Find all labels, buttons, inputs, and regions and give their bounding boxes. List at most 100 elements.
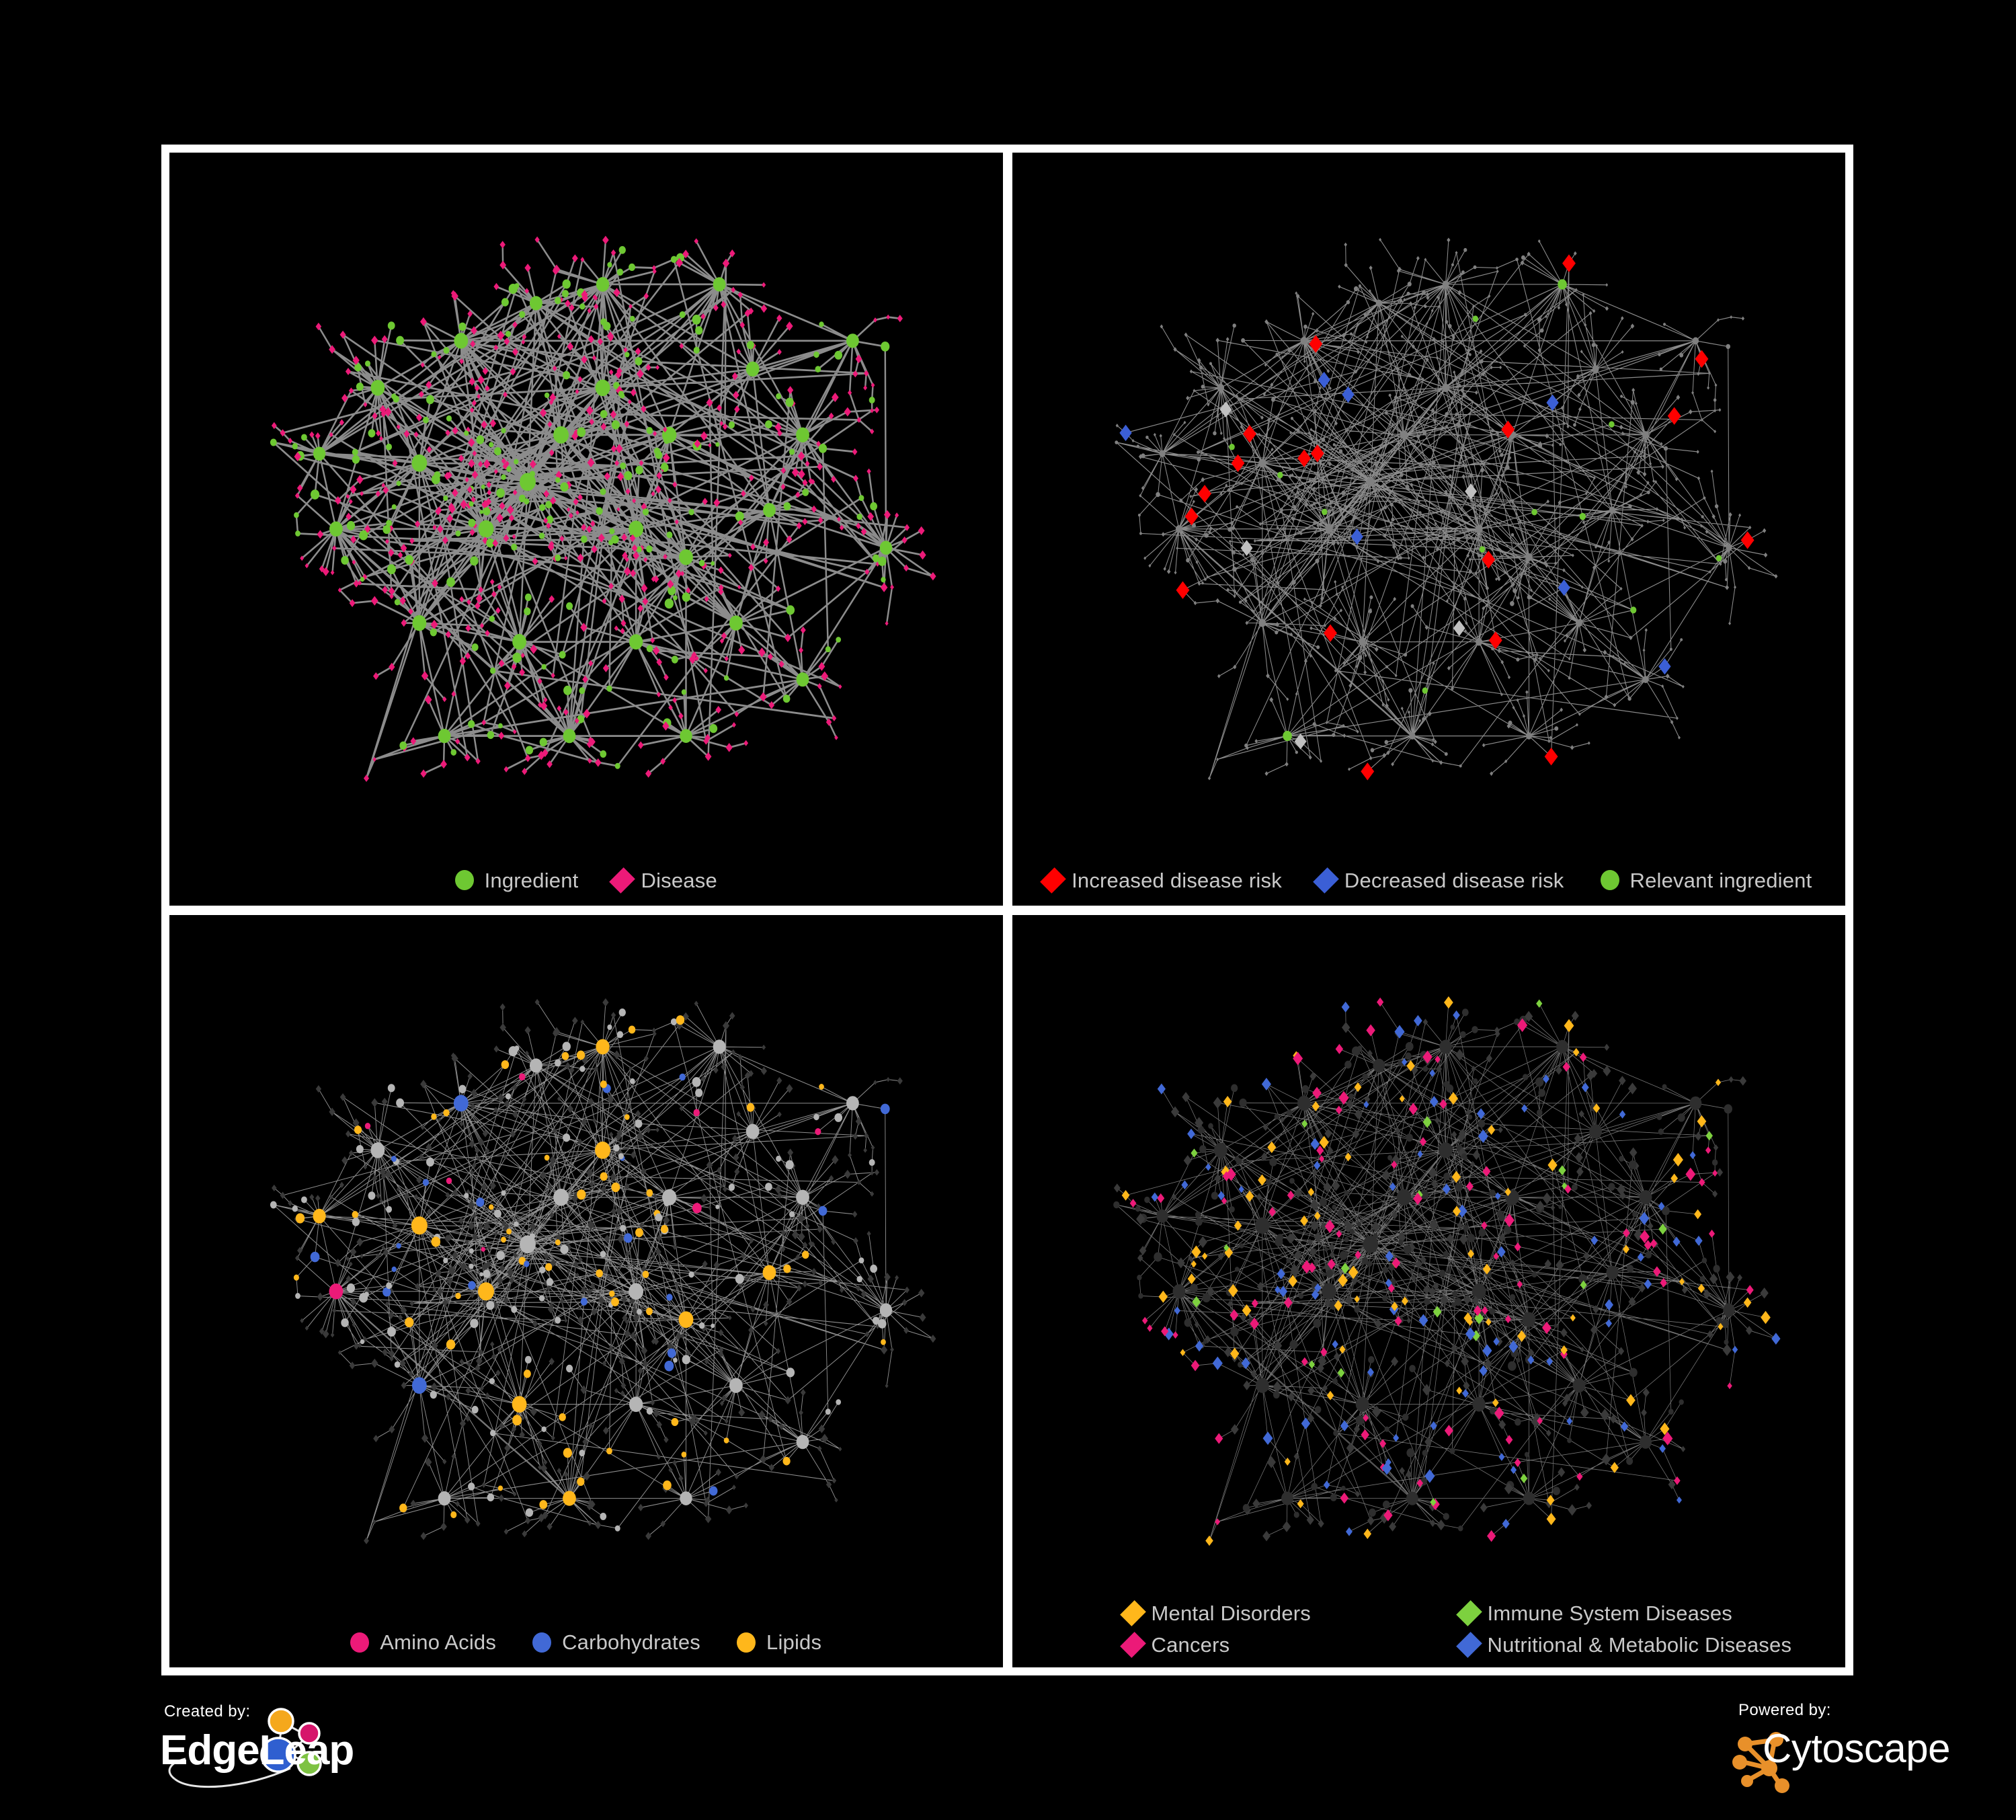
legend-item-immune-system-diseases[interactable]: Immune System Diseases: [1455, 1600, 1750, 1626]
network-node: [1452, 584, 1455, 588]
network-node: [503, 1099, 510, 1107]
network-node: [1323, 624, 1337, 642]
legend-item-ingredient[interactable]: Ingredient: [454, 870, 579, 891]
network-node: [470, 1318, 479, 1328]
network-node: [1732, 1345, 1738, 1353]
network-node: [1505, 465, 1509, 469]
network-node: [624, 1318, 629, 1324]
network-node: [1700, 418, 1703, 422]
network-node: [802, 1280, 808, 1288]
network-node: [881, 1339, 886, 1345]
network-node: [1373, 472, 1377, 476]
network-node: [391, 1155, 397, 1162]
legend-item-nutritional-metabolic-diseases[interactable]: Nutritional & Metabolic Diseases: [1455, 1632, 1791, 1658]
network-node: [1318, 1154, 1324, 1162]
network-node: [881, 576, 886, 583]
network-node: [762, 1265, 776, 1280]
legend-item-lipids[interactable]: Lipids: [737, 1632, 821, 1653]
network-node: [1381, 1461, 1392, 1475]
network-node: [1591, 343, 1595, 348]
network-node: [763, 557, 768, 564]
network-node: [642, 597, 649, 606]
network-node: [1287, 1190, 1294, 1200]
network-node: [1410, 508, 1413, 512]
network-node: [874, 1169, 879, 1176]
network-node: [616, 1206, 623, 1216]
network-node: [1553, 1323, 1558, 1328]
network-node: [1558, 500, 1562, 506]
network-node: [1563, 639, 1566, 643]
network-node: [405, 555, 414, 565]
network-node: [493, 1230, 498, 1236]
powered-by-block[interactable]: Powered by: Cytoscape: [1677, 1701, 1950, 1795]
network-node: [1344, 1152, 1351, 1161]
panel-disease-class-network[interactable]: Mental Disorders Immune System Diseases …: [1012, 914, 1845, 1667]
network-node: [1471, 1283, 1486, 1299]
panel-ingredient-class-network[interactable]: Amino Acids Carbohydrates Lipids: [169, 914, 1003, 1667]
panel-ingredient-disease-network[interactable]: Ingredient Disease: [169, 153, 1003, 906]
network-node: [1330, 1493, 1337, 1501]
network-node: [1434, 1116, 1440, 1124]
network-node: [450, 749, 457, 756]
network-node: [1468, 473, 1473, 478]
network-node: [555, 554, 561, 561]
network-node: [496, 513, 503, 523]
network-node: [1367, 1261, 1372, 1267]
network-node: [1574, 1152, 1583, 1163]
network-node: [1578, 407, 1582, 411]
legend-item-carbohydrates[interactable]: Carbohydrates: [532, 1632, 700, 1653]
network-node: [610, 1172, 616, 1181]
network-node: [339, 1181, 344, 1188]
network-node: [646, 545, 653, 553]
legend-item-disease[interactable]: Disease: [609, 867, 717, 894]
network-node: [477, 1138, 485, 1147]
network-node: [1334, 669, 1337, 672]
network-node: [678, 1474, 684, 1482]
network-node: [1264, 771, 1268, 776]
network-node: [713, 304, 719, 312]
network-node: [1227, 1300, 1233, 1307]
network-node: [386, 1205, 393, 1213]
legend-item-decreased-risk[interactable]: Decreased disease risk: [1313, 867, 1564, 894]
legend-item-cancers[interactable]: Cancers: [1119, 1632, 1414, 1658]
network-node: [512, 1296, 516, 1302]
network-node: [485, 1392, 490, 1398]
network-node: [613, 1050, 620, 1060]
network-node: [1454, 251, 1458, 255]
network-node: [682, 1012, 689, 1021]
legend-item-amino-acids[interactable]: Amino Acids: [350, 1632, 496, 1653]
network-node: [371, 335, 378, 346]
network-node: [1223, 1095, 1232, 1107]
network-node: [1160, 324, 1163, 329]
network-node: [1348, 1265, 1359, 1279]
network-node: [486, 538, 495, 548]
network-node: [1191, 1359, 1199, 1371]
network-node: [616, 1030, 624, 1038]
legend-item-relevant-ingredient[interactable]: Relevant ingredient: [1600, 870, 1812, 891]
network-node: [1191, 1296, 1201, 1308]
network-node: [1141, 485, 1144, 491]
network-node: [1352, 1129, 1359, 1139]
network-node: [1312, 502, 1316, 506]
network-node: [1256, 1281, 1264, 1291]
network-node: [1496, 648, 1501, 654]
network-node: [1539, 328, 1544, 333]
network-node: [469, 407, 475, 413]
network-node: [588, 1097, 594, 1105]
network-node: [832, 1154, 839, 1164]
network-node: [1679, 638, 1683, 641]
network-node: [1371, 1220, 1380, 1232]
legend-item-mental-disorders[interactable]: Mental Disorders: [1119, 1600, 1414, 1626]
network-node: [1430, 758, 1434, 763]
network-node: [1471, 1065, 1476, 1072]
network-node: [870, 1170, 874, 1175]
legend-item-increased-risk[interactable]: Increased disease risk: [1040, 867, 1282, 894]
created-by-block[interactable]: Created by: EdgeLeap: [159, 1700, 387, 1801]
network-node: [538, 1294, 545, 1302]
network-node: [1564, 1019, 1574, 1032]
network-node: [1356, 1221, 1361, 1227]
panel-disease-risk-network[interactable]: Increased disease risk Decreased disease…: [1012, 153, 1845, 906]
network-node: [1711, 1169, 1718, 1177]
network-node: [356, 1144, 364, 1153]
network-node: [1189, 369, 1193, 374]
